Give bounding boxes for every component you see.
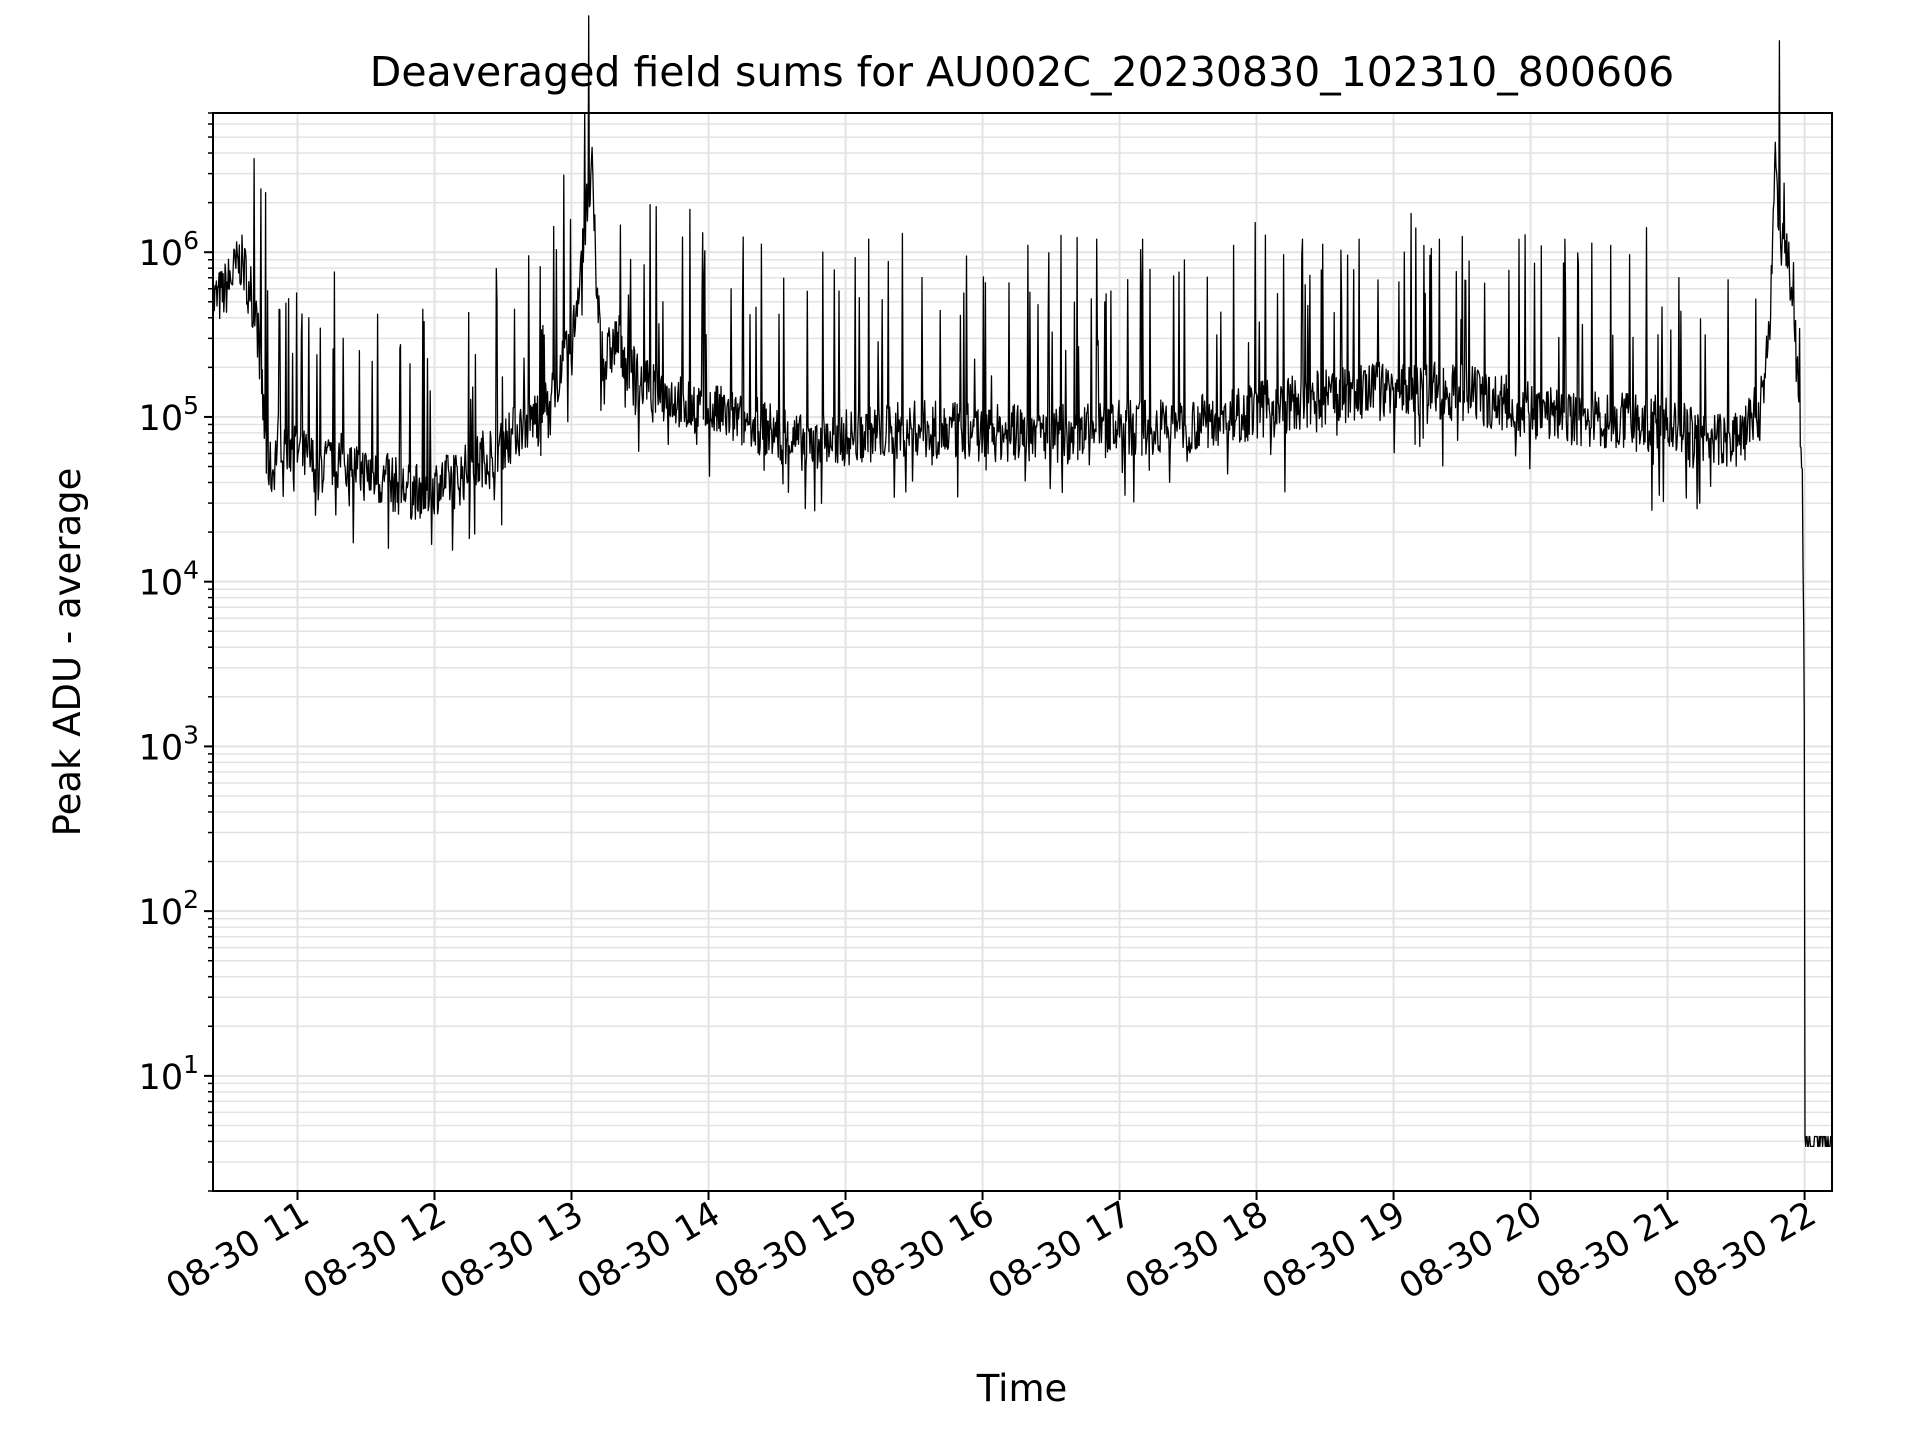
y-tick-label: 104: [139, 556, 199, 604]
y-tick-label: 106: [139, 226, 199, 274]
y-tick-label: 105: [139, 391, 199, 439]
y-tick-label: 103: [139, 720, 199, 768]
plot-frame: [212, 112, 1833, 1192]
y-tick-label: 101: [139, 1050, 199, 1098]
y-axis-label: Peak ADU - average: [46, 468, 89, 837]
x-axis-label: Time: [976, 1367, 1068, 1410]
grid: [213, 112, 1832, 1192]
chart-title: Deaveraged field sums for AU002C_2023083…: [370, 48, 1674, 96]
y-tick-label: 102: [139, 885, 199, 933]
data-series-line: [212, 15, 1832, 1148]
data-line-layer: [212, 15, 1832, 1148]
